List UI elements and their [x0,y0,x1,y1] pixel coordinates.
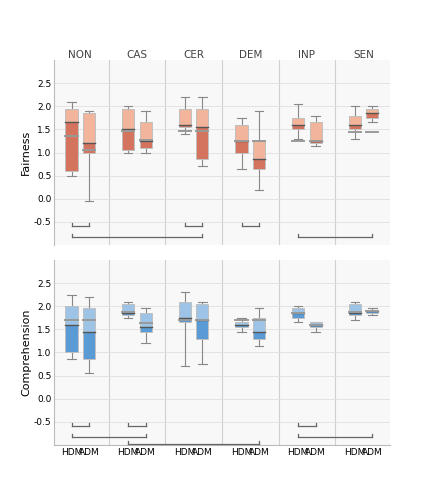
Bar [253,141,265,169]
Bar [139,141,152,148]
Bar [366,310,378,313]
Bar [83,308,95,360]
Bar [196,304,208,338]
Bar [253,141,265,160]
Bar [236,322,248,327]
Text: NON: NON [68,50,92,60]
Bar [253,160,265,168]
Bar [65,108,78,122]
Bar [196,108,208,127]
Text: DEM: DEM [239,50,262,60]
Bar [253,332,265,338]
Bar [253,318,265,332]
Text: CAS: CAS [126,50,148,60]
Bar [139,122,152,148]
Bar [65,306,78,324]
Bar [179,125,191,127]
Text: INP: INP [298,50,315,60]
Bar [292,313,304,318]
Bar [310,122,322,141]
Bar [310,141,322,144]
Bar [349,116,361,130]
Text: CER: CER [183,50,204,60]
Bar [83,308,95,332]
Bar [179,302,191,318]
Bar [349,125,361,130]
Bar [349,116,361,125]
Bar [83,113,95,144]
Bar [349,304,361,316]
Bar [196,320,208,338]
Bar [236,141,248,152]
Text: SEN: SEN [353,50,374,60]
Bar [139,313,152,327]
Y-axis label: Fairness: Fairness [21,130,31,175]
Bar [310,322,322,324]
Bar [122,304,134,313]
Bar [196,127,208,160]
Bar [310,324,322,327]
Bar [122,108,134,150]
Bar [310,322,322,327]
Bar [366,108,378,118]
Bar [253,318,265,338]
Bar [179,108,191,125]
Bar [65,324,78,352]
Bar [236,324,248,327]
Bar [236,125,248,152]
Y-axis label: Comprehension: Comprehension [21,308,31,396]
Bar [65,108,78,171]
Bar [122,313,134,316]
Bar [196,108,208,160]
Bar [366,108,378,113]
Bar [236,125,248,141]
Bar [349,313,361,316]
Bar [83,332,95,359]
Bar [366,311,378,313]
Bar [179,318,191,322]
Bar [292,308,304,318]
Bar [83,144,95,152]
Bar [122,304,134,316]
Bar [139,327,152,332]
Bar [179,108,191,127]
Bar [83,113,95,152]
Bar [122,108,134,130]
Bar [310,122,322,144]
Bar [366,310,378,311]
Bar [349,304,361,313]
Bar [122,130,134,150]
Bar [292,125,304,130]
Bar [139,313,152,332]
Bar [236,322,248,324]
Bar [292,118,304,130]
Bar [292,118,304,125]
Bar [196,304,208,320]
Bar [139,122,152,141]
Bar [179,302,191,322]
Bar [65,306,78,352]
Bar [292,308,304,313]
Bar [65,122,78,171]
Bar [366,113,378,118]
